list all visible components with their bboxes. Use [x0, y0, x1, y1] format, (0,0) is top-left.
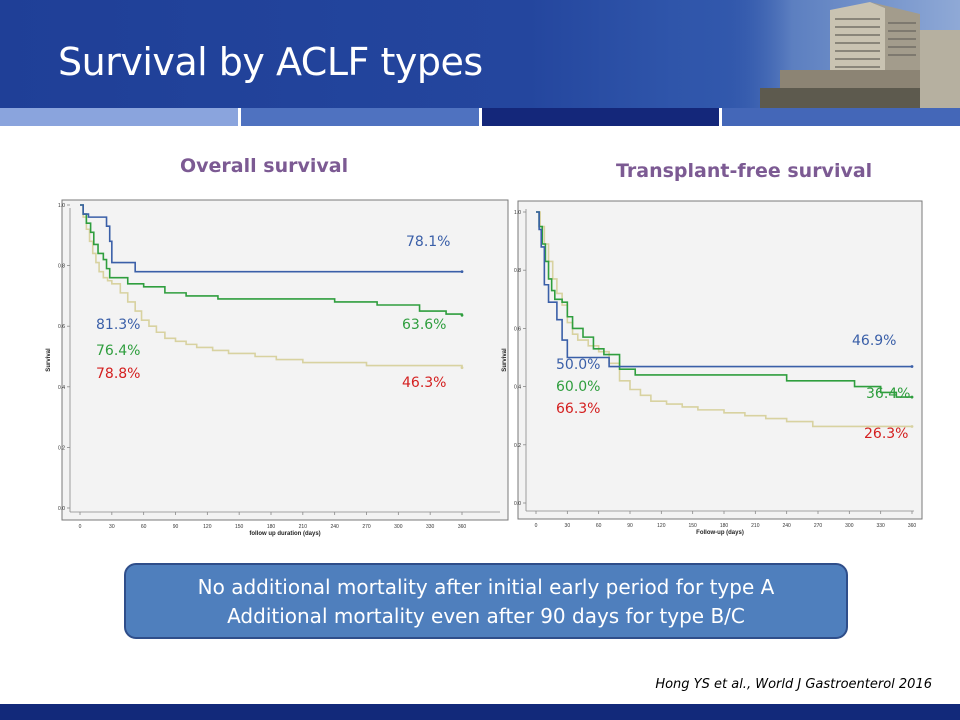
x-tick-label: 90	[173, 524, 179, 530]
x-tick-label: 180	[267, 524, 276, 530]
citation: Hong YS et al., World J Gastroenterol 20…	[655, 677, 932, 692]
stripe-segment	[481, 108, 720, 126]
x-tick-label: 270	[814, 523, 823, 529]
y-tick-label: 0.0	[58, 506, 65, 512]
x-tick-label: 180	[720, 523, 729, 529]
censor-mark	[460, 366, 464, 370]
x-tick-label: 330	[876, 523, 885, 529]
transplant-free-survival-title: Transplant-free survival	[616, 160, 873, 182]
overall-survival-title: Overall survival	[180, 155, 349, 177]
y-tick-label: 0.4	[514, 385, 521, 391]
x-tick-label: 60	[596, 523, 602, 529]
survival-curve-type-c	[80, 204, 463, 368]
y-tick-label: 0.4	[58, 385, 65, 391]
survival-percent-label: 66.3%	[556, 401, 600, 417]
censor-mark	[910, 425, 914, 428]
x-axis-label: Follow-up (days)	[696, 530, 744, 536]
stripe-segment	[0, 108, 238, 126]
survival-percent-label: 81.3%	[96, 317, 140, 333]
x-tick-label: 60	[141, 524, 147, 530]
x-tick-label: 360	[908, 523, 917, 529]
chart-svg: 0.0 0.2 0.4 0.6 0.8 1.0 0 30 60 90 120 150 180 210 240…	[502, 200, 923, 536]
survival-percent-label: 60.0%	[556, 379, 600, 395]
x-tick-label: 210	[299, 524, 308, 530]
x-tick-label: 120	[203, 524, 212, 530]
plot-area	[517, 200, 923, 520]
y-tick-label: 0.2	[58, 445, 65, 451]
x-tick-label: 300	[845, 523, 854, 529]
censor-mark	[460, 270, 464, 274]
decorative-stripe	[0, 108, 960, 126]
x-tick-label: 0	[535, 523, 538, 529]
stripe-segment	[240, 108, 479, 126]
x-tick-label: 30	[109, 524, 115, 530]
survival-curve-type-b	[80, 204, 463, 316]
survival-percent-label: 36.4%	[866, 386, 910, 402]
y-tick-label: 0.6	[58, 324, 65, 330]
survival-percent-label: 46.3%	[402, 375, 446, 391]
y-tick-label: 0.2	[514, 443, 521, 449]
y-axis-label: Survival	[502, 348, 508, 372]
censor-mark	[910, 395, 914, 399]
callout-line-2: Additional mortality even after 90 days …	[227, 604, 745, 628]
y-tick-label: 0.6	[514, 326, 521, 332]
footer-bar	[0, 704, 960, 720]
x-tick-label: 30	[565, 523, 571, 529]
survival-percent-label: 63.6%	[402, 317, 446, 333]
censor-mark	[910, 365, 914, 368]
survival-percent-label: 26.3%	[864, 426, 908, 442]
x-tick-label: 330	[426, 524, 435, 530]
x-tick-label: 360	[458, 524, 467, 530]
x-tick-label: 90	[627, 523, 633, 529]
x-tick-label: 210	[751, 523, 760, 529]
x-tick-label: 270	[362, 524, 371, 530]
survival-curve-type-c	[536, 211, 912, 428]
survival-percent-label: 46.9%	[852, 333, 896, 349]
y-tick-label: 0.0	[514, 501, 521, 507]
x-tick-label: 300	[394, 524, 403, 530]
y-tick-label: 1.0	[58, 203, 65, 209]
callout-line-1: No additional mortality after initial ea…	[197, 575, 775, 599]
y-tick-label: 0.8	[58, 264, 65, 270]
survival-curve-type-a	[536, 211, 912, 368]
overall-survival-chart: 0.0 0.2 0.4 0.6 0.8 1.0 0 30 60 90 120 150 180 210 240…	[28, 188, 509, 538]
stripe-segment	[722, 108, 960, 126]
x-tick-label: 150	[235, 524, 244, 530]
y-tick-label: 0.8	[514, 268, 521, 274]
summary-callout: No additional mortality after initial ea…	[124, 563, 848, 639]
transplant-free-survival-chart: 0.0 0.2 0.4 0.6 0.8 1.0 0 30 60 90 120 150 180 210 240…	[492, 193, 923, 545]
chart-svg: 0.0 0.2 0.4 0.6 0.8 1.0 0 30 60 90 120 150 180 210 240…	[46, 199, 509, 537]
x-tick-label: 120	[657, 523, 666, 529]
x-axis-label: follow up duration (days)	[249, 531, 320, 537]
survival-percent-label: 76.4%	[96, 343, 140, 359]
x-tick-label: 240	[782, 523, 791, 529]
x-tick-label: 150	[688, 523, 697, 529]
censor-mark	[460, 313, 464, 317]
x-tick-label: 0	[79, 524, 82, 530]
slide-header: Survival by ACLF types	[0, 0, 960, 108]
hospital-building-photo	[720, 0, 960, 108]
y-axis-label: Survival	[46, 348, 52, 372]
survival-percent-label: 78.8%	[96, 366, 140, 382]
survival-curve-type-b	[536, 211, 912, 398]
slide-title: Survival by ACLF types	[58, 40, 483, 84]
survival-percent-label: 50.0%	[556, 357, 600, 373]
y-tick-label: 1.0	[514, 210, 521, 216]
x-tick-label: 240	[330, 524, 339, 530]
survival-percent-label: 78.1%	[406, 234, 450, 250]
survival-curve-type-a	[80, 204, 462, 273]
